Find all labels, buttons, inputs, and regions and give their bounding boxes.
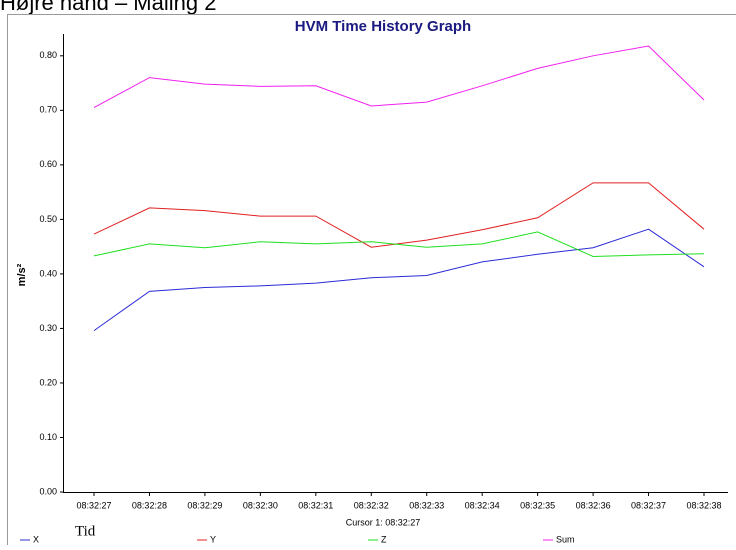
x-tick-label: 08:32:28 (132, 500, 167, 510)
y-tick-label: 0.10 (39, 432, 57, 442)
x-tick-label: 08:32:27 (76, 500, 111, 510)
y-tick-label: 0.20 (39, 377, 57, 387)
y-tick-label: 0.70 (39, 105, 57, 115)
y-tick-label: 0.40 (39, 268, 57, 278)
series-line (94, 46, 704, 108)
series-line (94, 232, 704, 257)
legend-label: X (33, 534, 39, 544)
x-tick-label: 08:32:36 (576, 500, 611, 510)
series-line (94, 183, 704, 247)
y-tick-label: 0.60 (39, 159, 57, 169)
chart-frame (8, 15, 736, 546)
legend-label: Y (210, 534, 216, 544)
chart-title: HVM Time History Graph (295, 18, 471, 35)
y-axis-label: m/s² (16, 263, 28, 286)
y-tick-label: 0.80 (39, 50, 57, 60)
legend-label: Sum (556, 534, 575, 544)
x-tick-label: 08:32:38 (686, 500, 721, 510)
x-tick-label: 08:32:29 (187, 500, 222, 510)
y-tick-label: 0.00 (39, 486, 57, 496)
x-tick-label: 08:32:30 (243, 500, 278, 510)
x-axis-label: Tid (75, 523, 96, 539)
x-tick-label: 08:32:37 (631, 500, 666, 510)
x-tick-label: 08:32:33 (409, 500, 444, 510)
page-title: Højre hånd – Måling 2 (0, 0, 216, 15)
x-tick-label: 08:32:34 (465, 500, 500, 510)
legend-label: Z (381, 534, 387, 544)
x-tick-label: 08:32:32 (354, 500, 389, 510)
annotation: Cursor 1: 08:32:27 (346, 517, 421, 527)
y-tick-label: 0.30 (39, 323, 57, 333)
x-tick-label: 08:32:35 (520, 500, 555, 510)
y-tick-label: 0.50 (39, 214, 57, 224)
x-tick-label: 08:32:31 (298, 500, 333, 510)
